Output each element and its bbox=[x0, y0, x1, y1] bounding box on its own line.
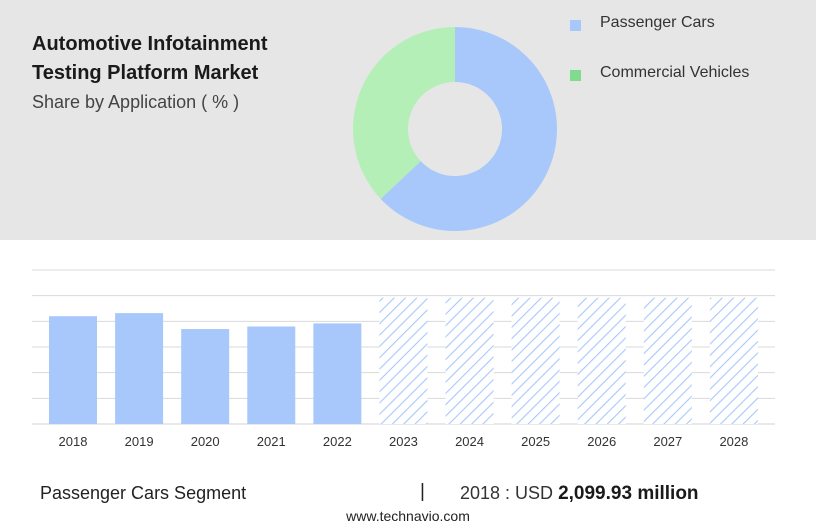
x-tick-label-2026: 2026 bbox=[587, 434, 616, 449]
bar-chart: 2018 2019 2020 2021 2022 2023 2024 2025 2026 2027… bbox=[32, 269, 775, 449]
segment-year-label: 2018 : USD bbox=[460, 483, 554, 503]
donut-chart bbox=[353, 27, 557, 231]
bar-2027 bbox=[643, 297, 692, 424]
source-link[interactable]: www.technavio.com bbox=[346, 508, 470, 524]
bar-2019 bbox=[115, 313, 164, 424]
bar-2028 bbox=[709, 297, 758, 424]
title-line-2: Testing Platform Market bbox=[32, 62, 259, 84]
segment-label: Passenger Cars Segment bbox=[40, 483, 247, 503]
donut-slice-commercial-vehicles bbox=[353, 27, 455, 199]
x-tick-label-2022: 2022 bbox=[323, 434, 352, 449]
x-tick-label-2027: 2027 bbox=[653, 434, 682, 449]
legend-swatch-passenger-cars bbox=[570, 20, 581, 31]
chart-subtitle: Share by Application ( % ) bbox=[32, 92, 240, 112]
x-tick-label-2024: 2024 bbox=[455, 434, 484, 449]
bar-2025 bbox=[511, 297, 560, 424]
title-line-1: Automotive Infotainment bbox=[32, 33, 268, 55]
bar-2026 bbox=[577, 297, 626, 424]
bar-2022 bbox=[313, 323, 362, 424]
donut-slice-passenger-cars bbox=[380, 27, 557, 231]
footer-separator: | bbox=[420, 481, 425, 502]
x-tick-label-2023: 2023 bbox=[389, 434, 418, 449]
bar-2018 bbox=[49, 316, 97, 424]
x-tick-label-2020: 2020 bbox=[191, 434, 220, 449]
x-tick-label-2028: 2028 bbox=[719, 434, 748, 449]
bar-2023 bbox=[379, 297, 428, 424]
segment-value-amount: 2,099.93 million bbox=[558, 483, 699, 504]
legend-swatch-commercial-vehicles bbox=[570, 70, 581, 81]
x-tick-label-2021: 2021 bbox=[257, 434, 286, 449]
segment-value: 2018 : USD 2,099.93 million bbox=[460, 483, 699, 505]
legend-label-commercial-vehicles: Commercial Vehicles bbox=[600, 64, 750, 81]
x-tick-label-2025: 2025 bbox=[521, 434, 550, 449]
legend-label-passenger-cars: Passenger Cars bbox=[600, 14, 715, 31]
x-tick-label-2018: 2018 bbox=[59, 434, 88, 449]
x-tick-label-2019: 2019 bbox=[125, 434, 154, 449]
bar-2020 bbox=[181, 329, 230, 424]
bar-2021 bbox=[247, 326, 296, 424]
bar-2024 bbox=[445, 297, 494, 424]
chart-title: Automotive Infotainment Testing Platform… bbox=[32, 30, 332, 88]
